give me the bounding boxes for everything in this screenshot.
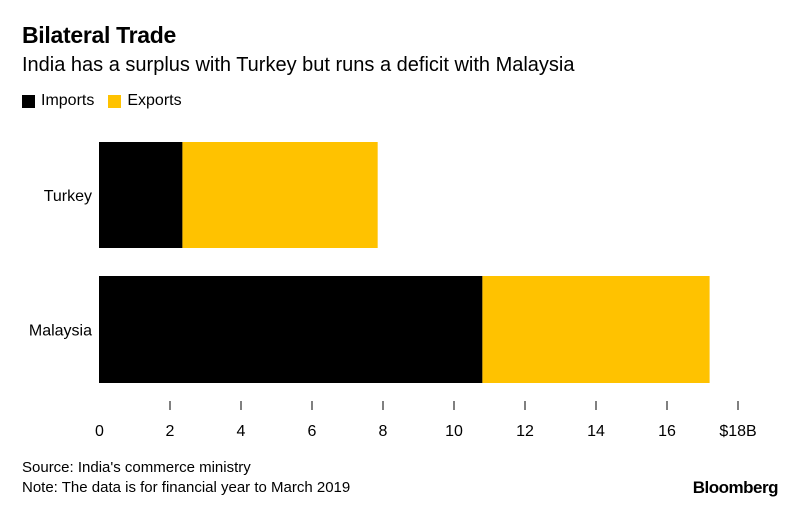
- legend-label-imports: Imports: [41, 92, 95, 109]
- legend: Imports Exports: [22, 92, 196, 110]
- chart-title: Bilateral Trade: [22, 22, 177, 48]
- tick-label-0: 0: [95, 423, 104, 440]
- legend-item-imports: Imports: [22, 92, 94, 110]
- tick-label-10: 10: [445, 423, 463, 440]
- bar-turkey-imports: [99, 142, 183, 248]
- category-label-malaysia: Malaysia: [29, 323, 92, 340]
- source-note: Source: India's commerce ministry: [22, 459, 251, 476]
- tick-label-16: 16: [658, 423, 676, 440]
- chart-subtitle: India has a surplus with Turkey but runs…: [22, 54, 575, 76]
- bloomberg-logo: Bloomberg: [692, 478, 779, 497]
- bar-turkey-exports: [182, 142, 378, 248]
- chart-footer: Source: India's commerce ministry Note: …: [22, 458, 350, 498]
- legend-swatch-imports: [22, 94, 35, 108]
- tick-label-18: $18B: [719, 423, 756, 440]
- legend-label-exports: Exports: [127, 92, 182, 109]
- category-label-turkey: Turkey: [44, 188, 92, 205]
- bar-malaysia-exports: [482, 276, 710, 383]
- tick-label-4: 4: [237, 423, 246, 440]
- legend-item-exports: Exports: [108, 92, 182, 110]
- legend-swatch-exports: [108, 94, 122, 108]
- tick-label-14: 14: [587, 423, 605, 440]
- tick-label-2: 2: [166, 423, 175, 440]
- bar-malaysia-imports: [99, 276, 483, 383]
- tick-label-6: 6: [308, 423, 317, 440]
- data-note: Note: The data is for financial year to …: [22, 479, 351, 496]
- tick-label-12: 12: [516, 423, 534, 440]
- tick-label-8: 8: [379, 423, 388, 440]
